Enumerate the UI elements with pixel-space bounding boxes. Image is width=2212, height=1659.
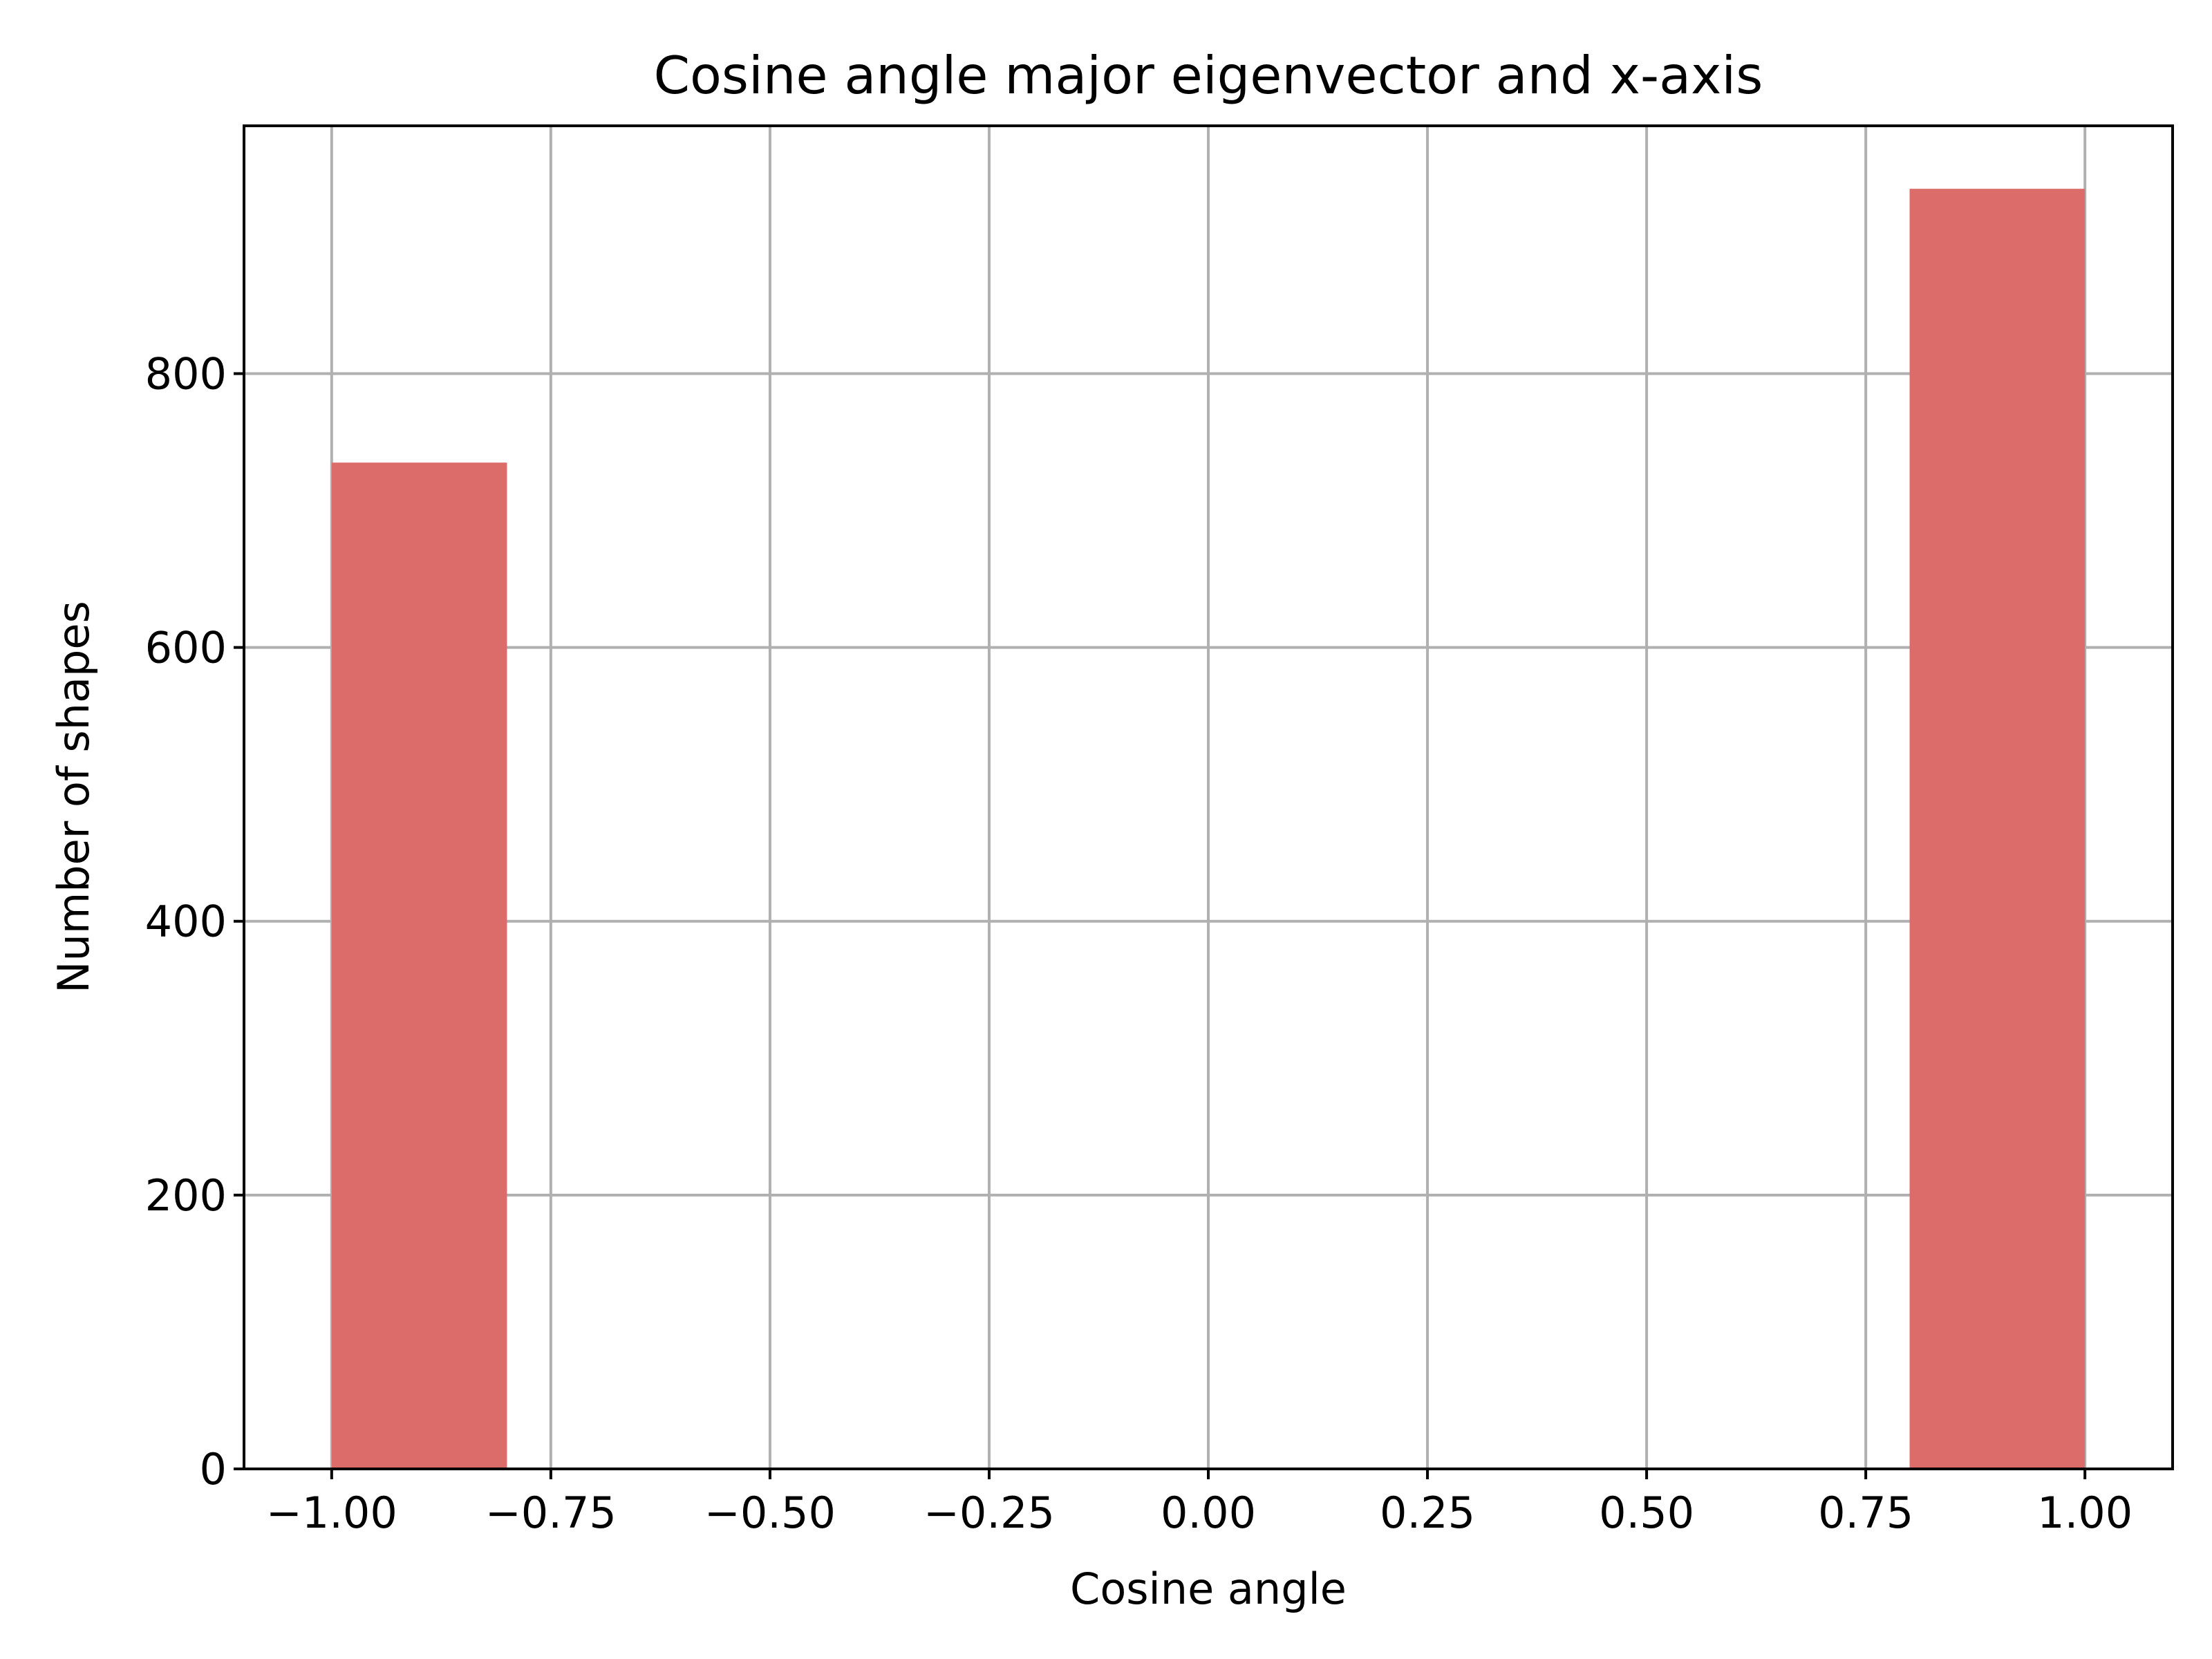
histogram-bar bbox=[331, 462, 507, 1469]
grid-layer bbox=[244, 126, 2173, 1470]
x-tick-label: 1.00 bbox=[2037, 1488, 2133, 1538]
x-axis-label: Cosine angle bbox=[1070, 1564, 1347, 1614]
x-tick-label: −0.50 bbox=[704, 1488, 836, 1538]
y-tick-label: 600 bbox=[145, 623, 227, 673]
histogram-bar bbox=[1909, 189, 2086, 1469]
ticks-layer: −1.00 −0.75 −0.50 −0.25 0.00 0.25 0.50 0.75 1.00… bbox=[145, 348, 2133, 1538]
y-tick-label: 800 bbox=[145, 348, 227, 399]
y-axis-label: Number of shapes bbox=[48, 601, 99, 993]
y-tick-label: 400 bbox=[145, 897, 227, 947]
x-tick-label: 0.50 bbox=[1599, 1488, 1694, 1538]
x-tick-label: 0.25 bbox=[1380, 1488, 1475, 1538]
x-tick-label: −0.25 bbox=[924, 1488, 1055, 1538]
plot-frame bbox=[243, 124, 2174, 1470]
x-tick-label: −0.75 bbox=[485, 1488, 617, 1538]
y-tick-label: 0 bbox=[200, 1444, 227, 1494]
x-tick-label: −1.00 bbox=[266, 1488, 397, 1538]
bars-layer bbox=[331, 189, 2086, 1469]
x-tick-label: 0.75 bbox=[1818, 1488, 1913, 1538]
y-tick-label: 200 bbox=[145, 1170, 227, 1221]
x-tick-label: 0.00 bbox=[1161, 1488, 1256, 1538]
chart-title: Cosine angle major eigenvector and x-axi… bbox=[654, 45, 1763, 106]
